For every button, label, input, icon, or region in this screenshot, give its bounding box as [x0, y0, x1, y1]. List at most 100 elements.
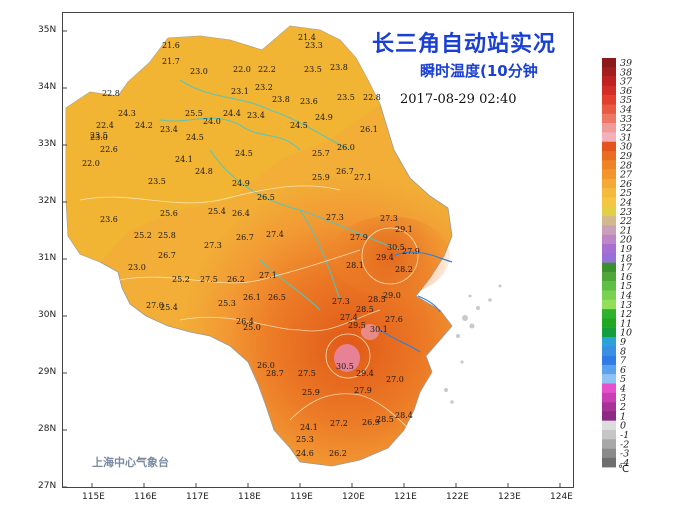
x-tick: 123E — [498, 492, 521, 502]
legend-swatch — [602, 299, 616, 310]
station-reading: 22.2 — [258, 65, 276, 74]
station-reading: 26.0 — [257, 361, 275, 370]
x-tick: 118E — [238, 492, 261, 502]
legend-label: 14 — [620, 291, 632, 302]
y-tick: 29N — [38, 367, 57, 377]
station-reading: 27.4 — [340, 313, 358, 322]
station-reading: 25.5 — [185, 109, 203, 118]
station-reading: 26.4 — [236, 317, 254, 326]
station-reading: 23.5 — [90, 131, 108, 140]
station-reading: 26.5 — [257, 193, 275, 202]
legend-label: 0 — [620, 421, 626, 432]
station-reading: 27.0 — [386, 375, 404, 384]
legend-label: 2 — [619, 402, 626, 413]
station-reading: 25.0 — [243, 323, 261, 332]
legend-swatch — [602, 392, 616, 403]
legend-swatch — [602, 85, 616, 96]
legend-swatch — [602, 411, 616, 421]
legend-swatch — [602, 281, 616, 291]
y-tick: 33N — [38, 139, 57, 149]
legend-swatch — [602, 95, 616, 105]
station-reading: 29.0 — [383, 291, 401, 300]
legend-swatch — [602, 346, 616, 356]
legend-swatch — [602, 364, 616, 375]
station-reading: 23.3 — [305, 41, 323, 50]
y-tick: 31N — [38, 253, 57, 263]
station-reading: 25.3 — [218, 299, 236, 308]
legend-swatch — [602, 188, 616, 198]
station-reading: 25.8 — [158, 231, 176, 240]
station-reading: 23.1 — [231, 87, 249, 96]
station-reading: 27.5 — [200, 275, 218, 284]
station-reading: 29.4 — [376, 253, 394, 262]
station-reading: 26.7 — [158, 251, 176, 260]
legend-swatch — [602, 244, 616, 254]
station-reading: 25.6 — [160, 209, 178, 218]
legend-label: 3 — [620, 393, 626, 404]
station-reading: 27.2 — [330, 419, 348, 428]
station-reading: 26.2 — [329, 449, 347, 458]
legend-swatch — [602, 76, 616, 87]
station-reading: 26.1 — [243, 293, 261, 302]
station-reading: 24.1 — [175, 155, 193, 164]
station-reading: 25.2 — [134, 231, 152, 240]
station-reading: 22.4 — [96, 121, 114, 130]
y-tick: 35N — [38, 25, 57, 35]
legend-label: 24 — [619, 198, 632, 209]
legend-unit: ℃ — [618, 464, 630, 475]
station-reading: 26.0 — [337, 143, 355, 152]
x-tick: 119E — [290, 492, 313, 502]
legend-swatch — [602, 113, 616, 124]
x-tick: 124E — [550, 492, 573, 502]
y-tick: 30N — [38, 310, 57, 320]
station-reading: 21.6 — [162, 41, 180, 50]
station-reading: 27.5 — [298, 369, 316, 378]
legend-label: 38 — [620, 67, 632, 78]
legend-label: 1 — [620, 411, 626, 422]
station-reading: 28.4 — [395, 411, 413, 420]
station-reading: 22.6 — [100, 145, 118, 154]
station-reading: 26.7 — [336, 167, 354, 176]
station-reading: 22.0 — [82, 159, 100, 168]
y-tick: 32N — [38, 196, 57, 206]
legend-label: 4 — [619, 384, 626, 395]
legend-swatch — [602, 104, 616, 114]
station-reading: 23.4 — [160, 125, 178, 134]
legend-label: 17 — [620, 263, 633, 274]
legend-label: 7 — [620, 356, 627, 367]
station-reading: 28.2 — [395, 265, 413, 274]
station-reading: 28.5 — [356, 305, 374, 314]
legend-swatch — [602, 253, 616, 263]
legend-label: 29 — [619, 151, 632, 162]
legend-label: 11 — [620, 318, 632, 329]
station-reading: 23.4 — [247, 111, 265, 120]
hotspot-area — [334, 344, 360, 372]
legend-swatch — [602, 439, 616, 449]
y-tick: 28N — [38, 424, 57, 434]
station-reading: 27.3 — [326, 213, 344, 222]
station-reading: 26.9 — [362, 418, 380, 427]
station-reading: 25.2 — [172, 275, 190, 284]
station-reading: 25.3 — [296, 435, 314, 444]
station-reading: 24.0 — [203, 117, 221, 126]
legend-label: 8 — [620, 346, 626, 357]
station-reading: 27.3 — [332, 297, 350, 306]
legend-label: 33 — [620, 114, 632, 125]
station-reading: 25.7 — [312, 149, 330, 158]
station-reading: 29.5 — [348, 321, 366, 330]
x-tick: 120E — [342, 492, 365, 502]
station-reading: 22.0 — [233, 65, 251, 74]
station-reading: 26.5 — [268, 293, 286, 302]
legend-swatch — [602, 457, 616, 468]
station-reading: 22.8 — [102, 89, 120, 98]
legend-swatch — [602, 160, 616, 170]
legend-label: 35 — [620, 95, 632, 106]
station-reading: 28.7 — [266, 369, 284, 378]
station-reading: 27.9 — [350, 233, 368, 242]
legend-swatch — [602, 355, 616, 366]
legend-label: 26 — [619, 179, 632, 190]
y-tick: 27N — [38, 481, 57, 491]
station-reading: 24.6 — [296, 449, 314, 458]
station-reading: 29.4 — [356, 369, 374, 378]
